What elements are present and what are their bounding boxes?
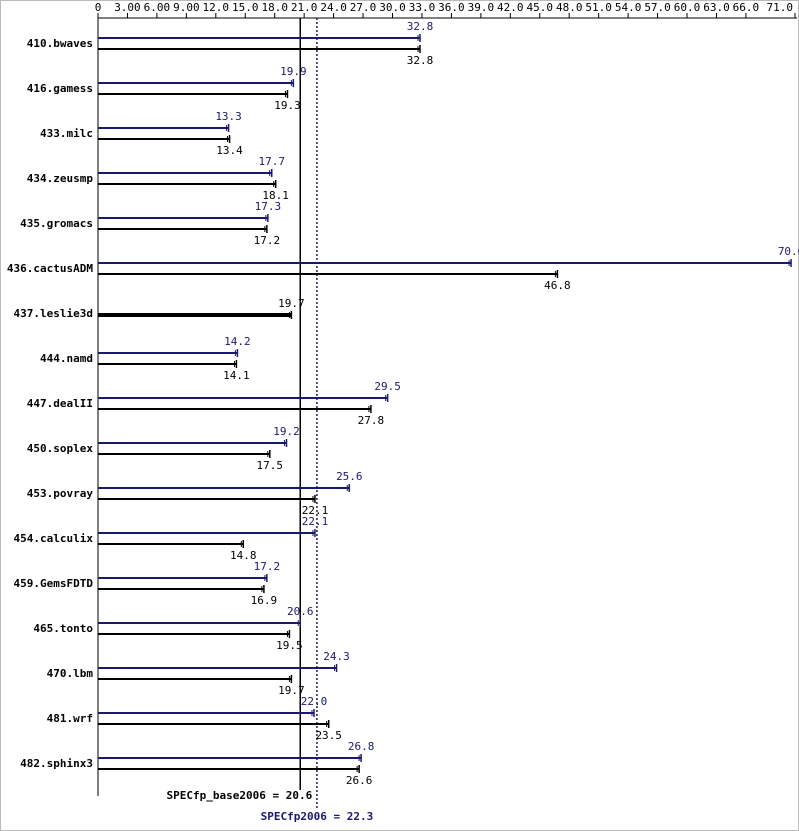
x-tick-label: 57.0 xyxy=(644,1,671,14)
value-label: 13.4 xyxy=(216,144,243,157)
x-tick-label: 71.0 xyxy=(767,1,794,14)
category-label: 470.lbm xyxy=(47,667,94,680)
value-label: 27.8 xyxy=(358,414,385,427)
value-label: 22.0 xyxy=(301,695,328,708)
x-tick-label: 3.00 xyxy=(114,1,141,14)
value-label: 24.3 xyxy=(323,650,350,663)
value-label: 32.8 xyxy=(407,54,434,67)
x-tick-label: 63.0 xyxy=(703,1,730,14)
value-label: 13.3 xyxy=(215,110,242,123)
value-label: 26.8 xyxy=(348,740,375,753)
x-tick-label: 33.0 xyxy=(409,1,436,14)
category-label: 410.bwaves xyxy=(27,37,93,50)
value-label: 14.2 xyxy=(224,335,251,348)
value-label: 20.6 xyxy=(287,605,314,618)
x-tick-label: 36.0 xyxy=(438,1,465,14)
value-label: 19.7 xyxy=(278,297,305,310)
value-label: 46.8 xyxy=(544,279,571,292)
value-label: 25.6 xyxy=(336,470,363,483)
category-label: 433.milc xyxy=(40,127,93,140)
value-label: 26.6 xyxy=(346,774,373,787)
value-label: 19.3 xyxy=(274,99,301,112)
value-label: 19.2 xyxy=(273,425,300,438)
x-tick-label: 54.0 xyxy=(615,1,642,14)
value-label: 32.8 xyxy=(407,20,434,33)
value-label: 22.1 xyxy=(302,515,329,528)
x-tick-label: 0 xyxy=(95,1,102,14)
x-tick-label: 6.00 xyxy=(144,1,171,14)
x-tick-label: 9.00 xyxy=(173,1,200,14)
x-tick-label: 18.0 xyxy=(261,1,288,14)
value-label: 17.3 xyxy=(255,200,282,213)
x-tick-label: 39.0 xyxy=(468,1,495,14)
value-label: 17.2 xyxy=(254,234,281,247)
value-label: 19.9 xyxy=(280,65,307,78)
value-label: 17.5 xyxy=(257,459,284,472)
category-label: 416.gamess xyxy=(27,82,93,95)
reference-label: SPECfp_base2006 = 20.6 xyxy=(167,789,313,802)
category-label: 482.sphinx3 xyxy=(20,757,93,770)
value-label: 23.5 xyxy=(315,729,342,742)
x-tick-label: 12.0 xyxy=(203,1,230,14)
category-label: 450.soplex xyxy=(27,442,94,455)
value-label: 17.7 xyxy=(259,155,286,168)
value-label: 14.8 xyxy=(230,549,257,562)
x-tick-label: 21.0 xyxy=(291,1,318,14)
value-label: 18.1 xyxy=(262,189,289,202)
value-label: 70.6 xyxy=(778,245,799,258)
category-label: 434.zeusmp xyxy=(27,172,94,185)
value-label: 16.9 xyxy=(251,594,278,607)
value-label: 19.5 xyxy=(276,639,303,652)
category-label: 447.dealII xyxy=(27,397,93,410)
category-label: 459.GemsFDTD xyxy=(14,577,94,590)
x-tick-label: 66.0 xyxy=(733,1,760,14)
value-label: 22.1 xyxy=(302,504,329,517)
x-tick-label: 24.0 xyxy=(320,1,347,14)
x-tick-label: 15.0 xyxy=(232,1,259,14)
value-label: 29.5 xyxy=(374,380,401,393)
category-label: 436.cactusADM xyxy=(7,262,93,275)
x-tick-label: 42.0 xyxy=(497,1,524,14)
x-tick-label: 45.0 xyxy=(527,1,554,14)
x-tick-label: 30.0 xyxy=(379,1,406,14)
category-label: 435.gromacs xyxy=(20,217,93,230)
category-label: 454.calculix xyxy=(14,532,94,545)
category-label: 437.leslie3d xyxy=(14,307,93,320)
category-label: 453.povray xyxy=(27,487,94,500)
x-tick-label: 60.0 xyxy=(674,1,701,14)
category-label: 465.tonto xyxy=(33,622,93,635)
x-tick-label: 48.0 xyxy=(556,1,583,14)
value-label: 17.2 xyxy=(254,560,281,573)
reference-label: SPECfp2006 = 22.3 xyxy=(261,810,374,823)
value-label: 14.1 xyxy=(223,369,250,382)
category-label: 444.namd xyxy=(40,352,93,365)
x-tick-label: 51.0 xyxy=(585,1,612,14)
category-label: 481.wrf xyxy=(47,712,93,725)
x-tick-label: 27.0 xyxy=(350,1,377,14)
value-label: 19.7 xyxy=(278,684,305,697)
